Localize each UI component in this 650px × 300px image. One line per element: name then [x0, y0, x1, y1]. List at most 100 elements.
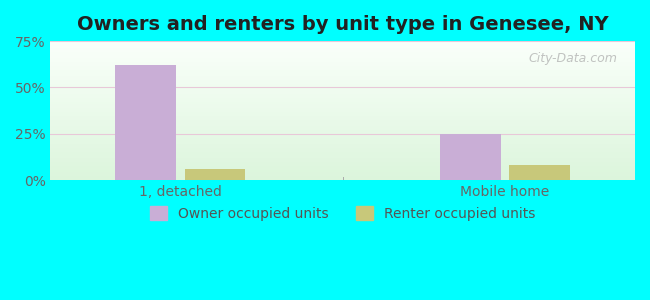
Bar [51, 55, 635, 56]
Bar [51, 88, 635, 90]
Bar [51, 59, 635, 61]
Bar [51, 80, 635, 81]
Bar [51, 41, 635, 43]
Bar [51, 146, 635, 147]
Bar [51, 50, 635, 51]
Bar [51, 81, 635, 83]
Bar [51, 116, 635, 118]
Bar [51, 154, 635, 155]
Bar [51, 164, 635, 165]
Bar [51, 141, 635, 142]
Bar [51, 165, 635, 166]
Bar [51, 161, 635, 162]
Title: Owners and renters by unit type in Genesee, NY: Owners and renters by unit type in Genes… [77, 15, 608, 34]
Bar [51, 152, 635, 154]
Bar [51, 45, 635, 47]
Bar [51, 101, 635, 102]
Bar [51, 179, 635, 180]
Bar [51, 93, 635, 94]
Bar [51, 157, 635, 158]
Bar [51, 118, 635, 119]
Bar [51, 94, 635, 95]
Bar [51, 147, 635, 148]
Text: City-Data.com: City-Data.com [528, 52, 618, 65]
Bar [51, 54, 635, 55]
Bar [51, 155, 635, 157]
Bar [51, 148, 635, 150]
Bar [51, 129, 635, 130]
Bar [51, 112, 635, 113]
Bar [51, 150, 635, 151]
Bar [51, 47, 635, 48]
Bar [510, 165, 570, 180]
Bar [51, 97, 635, 98]
Bar [51, 133, 635, 134]
Bar [51, 43, 635, 44]
Bar [51, 130, 635, 131]
Bar [51, 83, 635, 84]
Bar [51, 56, 635, 58]
Bar [51, 137, 635, 138]
Bar [51, 61, 635, 62]
Bar [116, 65, 176, 180]
Bar [51, 172, 635, 173]
Bar [51, 126, 635, 127]
Bar [51, 90, 635, 91]
Bar [51, 51, 635, 52]
Bar [51, 95, 635, 97]
Bar [51, 162, 635, 164]
Bar [51, 77, 635, 79]
Bar [51, 120, 635, 122]
Bar [51, 85, 635, 87]
Bar [51, 169, 635, 170]
Legend: Owner occupied units, Renter occupied units: Owner occupied units, Renter occupied un… [144, 200, 541, 226]
Bar [51, 175, 635, 176]
Bar [51, 62, 635, 63]
Bar [51, 140, 635, 141]
Bar [51, 84, 635, 86]
Bar [51, 158, 635, 159]
Bar [51, 119, 635, 120]
Bar [51, 68, 635, 69]
Bar [51, 122, 635, 123]
Bar [51, 79, 635, 80]
Bar [51, 76, 635, 77]
Bar [51, 108, 635, 109]
Bar [51, 113, 635, 115]
Bar [51, 134, 635, 136]
Bar [51, 106, 635, 108]
Bar [51, 166, 635, 168]
Bar [51, 131, 635, 133]
Bar [51, 142, 635, 144]
Bar [51, 136, 635, 137]
Bar [51, 58, 635, 59]
Bar [51, 98, 635, 100]
Bar [51, 111, 635, 112]
Bar [185, 169, 245, 180]
Bar [51, 104, 635, 105]
Bar [51, 138, 635, 140]
Bar [51, 87, 635, 88]
Bar [51, 124, 635, 126]
Bar [51, 105, 635, 106]
Bar [440, 134, 500, 180]
Bar [51, 173, 635, 175]
Bar [51, 74, 635, 76]
Bar [51, 123, 635, 124]
Bar [51, 151, 635, 152]
Bar [51, 144, 635, 146]
Bar [51, 91, 635, 93]
Bar [51, 168, 635, 169]
Bar [51, 102, 635, 104]
Bar [51, 100, 635, 101]
Bar [51, 69, 635, 70]
Bar [51, 115, 635, 116]
Bar [51, 159, 635, 161]
Bar [51, 63, 635, 65]
Bar [51, 72, 635, 73]
Bar [51, 177, 635, 179]
Bar [51, 170, 635, 172]
Bar [51, 109, 635, 111]
Bar [51, 65, 635, 66]
Bar [51, 70, 635, 72]
